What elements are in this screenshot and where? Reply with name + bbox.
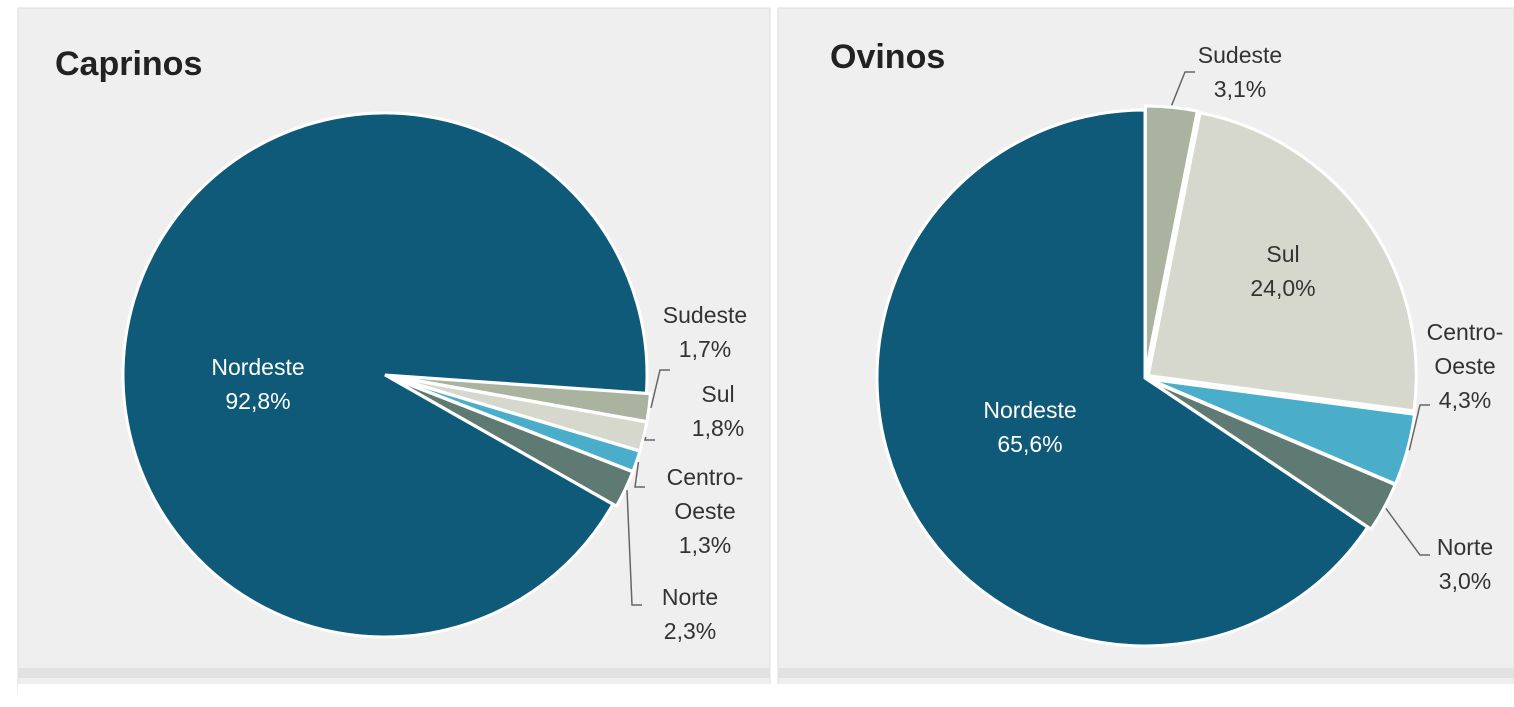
slice-value: 65,6%: [997, 431, 1062, 457]
pie-slice: [387, 375, 635, 509]
ground-strip: [778, 668, 1514, 678]
slice-value: 1,8%: [692, 415, 744, 441]
slice-value: 92,8%: [225, 388, 290, 414]
slice-label: Sudeste: [1198, 42, 1282, 68]
slice-label: Sudeste: [663, 302, 747, 328]
pie-slice: [1146, 110, 1418, 413]
pie-slice: [1143, 104, 1200, 375]
pie-slice: [1147, 378, 1398, 532]
slice-value: 3,1%: [1214, 76, 1266, 102]
footer: [18, 684, 1514, 707]
leader-line: [634, 461, 645, 488]
slice-value: 24,0%: [1250, 275, 1315, 301]
slice-value: 1,3%: [679, 532, 731, 558]
leader-line: [650, 369, 670, 409]
leader-line: [644, 436, 655, 441]
leader-line: [1170, 71, 1195, 106]
slice-value: 2,3%: [664, 618, 716, 644]
slice-label: Centro-Oeste: [667, 464, 744, 524]
slice-value: 4,3%: [1439, 387, 1491, 413]
slice-label: Norte: [1437, 534, 1493, 560]
slice-label: Nordeste: [983, 397, 1076, 423]
leader-line: [626, 490, 642, 606]
ground-strip: [18, 668, 770, 678]
slice-label: Sul: [1266, 241, 1299, 267]
pie-slice: [121, 111, 649, 639]
leader-line: [1385, 508, 1430, 556]
chart-title: Ovinos: [830, 38, 945, 76]
slice-value: 3,0%: [1439, 568, 1491, 594]
slice-label: Nordeste: [211, 354, 304, 380]
slice-label: Norte: [662, 584, 718, 610]
slice-label: Sul: [701, 381, 734, 407]
leader-line: [1408, 404, 1430, 451]
pie-slice: [875, 108, 1370, 648]
chart-title: Caprinos: [55, 45, 202, 83]
slice-value: 1,7%: [679, 336, 731, 362]
slice-label: Centro-Oeste: [1427, 319, 1504, 379]
